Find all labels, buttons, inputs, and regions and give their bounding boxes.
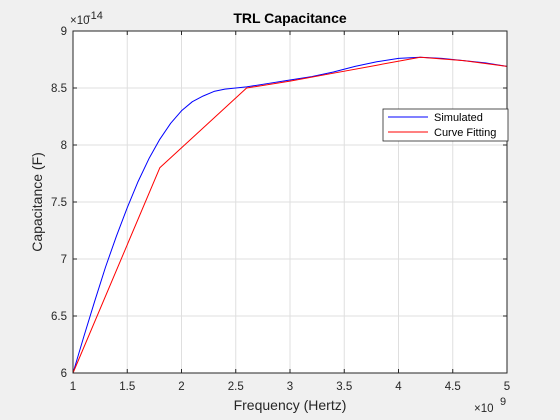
y-exponent-base: ×10 <box>70 15 90 27</box>
x-tick-label: 2 <box>178 381 184 393</box>
x-tick-label: 3.5 <box>336 381 352 393</box>
x-tick-label: 4.5 <box>445 381 461 393</box>
x-tick-label: 2.5 <box>228 381 244 393</box>
legend-label-simulated: Simulated <box>434 112 483 124</box>
x-tick-label: 1 <box>70 381 76 393</box>
y-axis-label: Capacitance (F) <box>29 152 45 252</box>
y-tick-label: 7 <box>61 254 67 266</box>
x-exponent-power: 9 <box>500 396 506 408</box>
x-tick-label: 3 <box>287 381 293 393</box>
y-tick-label: 8.5 <box>51 83 67 95</box>
y-tick-label: 6 <box>61 368 67 380</box>
series-layer <box>72 56 508 374</box>
chart-title: TRL Capacitance <box>233 10 347 26</box>
legend: Simulated Curve Fitting <box>382 108 509 142</box>
x-exponent: ×10 9 <box>474 396 506 415</box>
x-tick-label: 5 <box>504 381 510 393</box>
x-exponent-base: ×10 <box>474 403 494 415</box>
y-exponent: ×10 -14 <box>70 10 103 27</box>
y-exponent-power: -14 <box>87 10 103 22</box>
y-tick-label: 8 <box>61 140 67 152</box>
series-line-curve-fitting <box>72 56 508 374</box>
x-tick-label: 4 <box>395 381 402 393</box>
y-tick-label: 9 <box>61 26 67 38</box>
y-tick-label: 6.5 <box>51 311 67 323</box>
ticks: 1 1.5 2 2.5 3 3.5 4 4.5 5 6 6.5 7 7.5 8 8.5 9 <box>51 26 510 393</box>
x-tick-label: 1.5 <box>119 381 135 393</box>
x-axis-label: Frequency (Hertz) <box>234 397 347 413</box>
y-tick-label: 7.5 <box>51 197 67 209</box>
legend-label-curve-fitting: Curve Fitting <box>434 127 496 139</box>
legend-box <box>382 108 509 142</box>
series-line-simulated <box>72 56 508 374</box>
